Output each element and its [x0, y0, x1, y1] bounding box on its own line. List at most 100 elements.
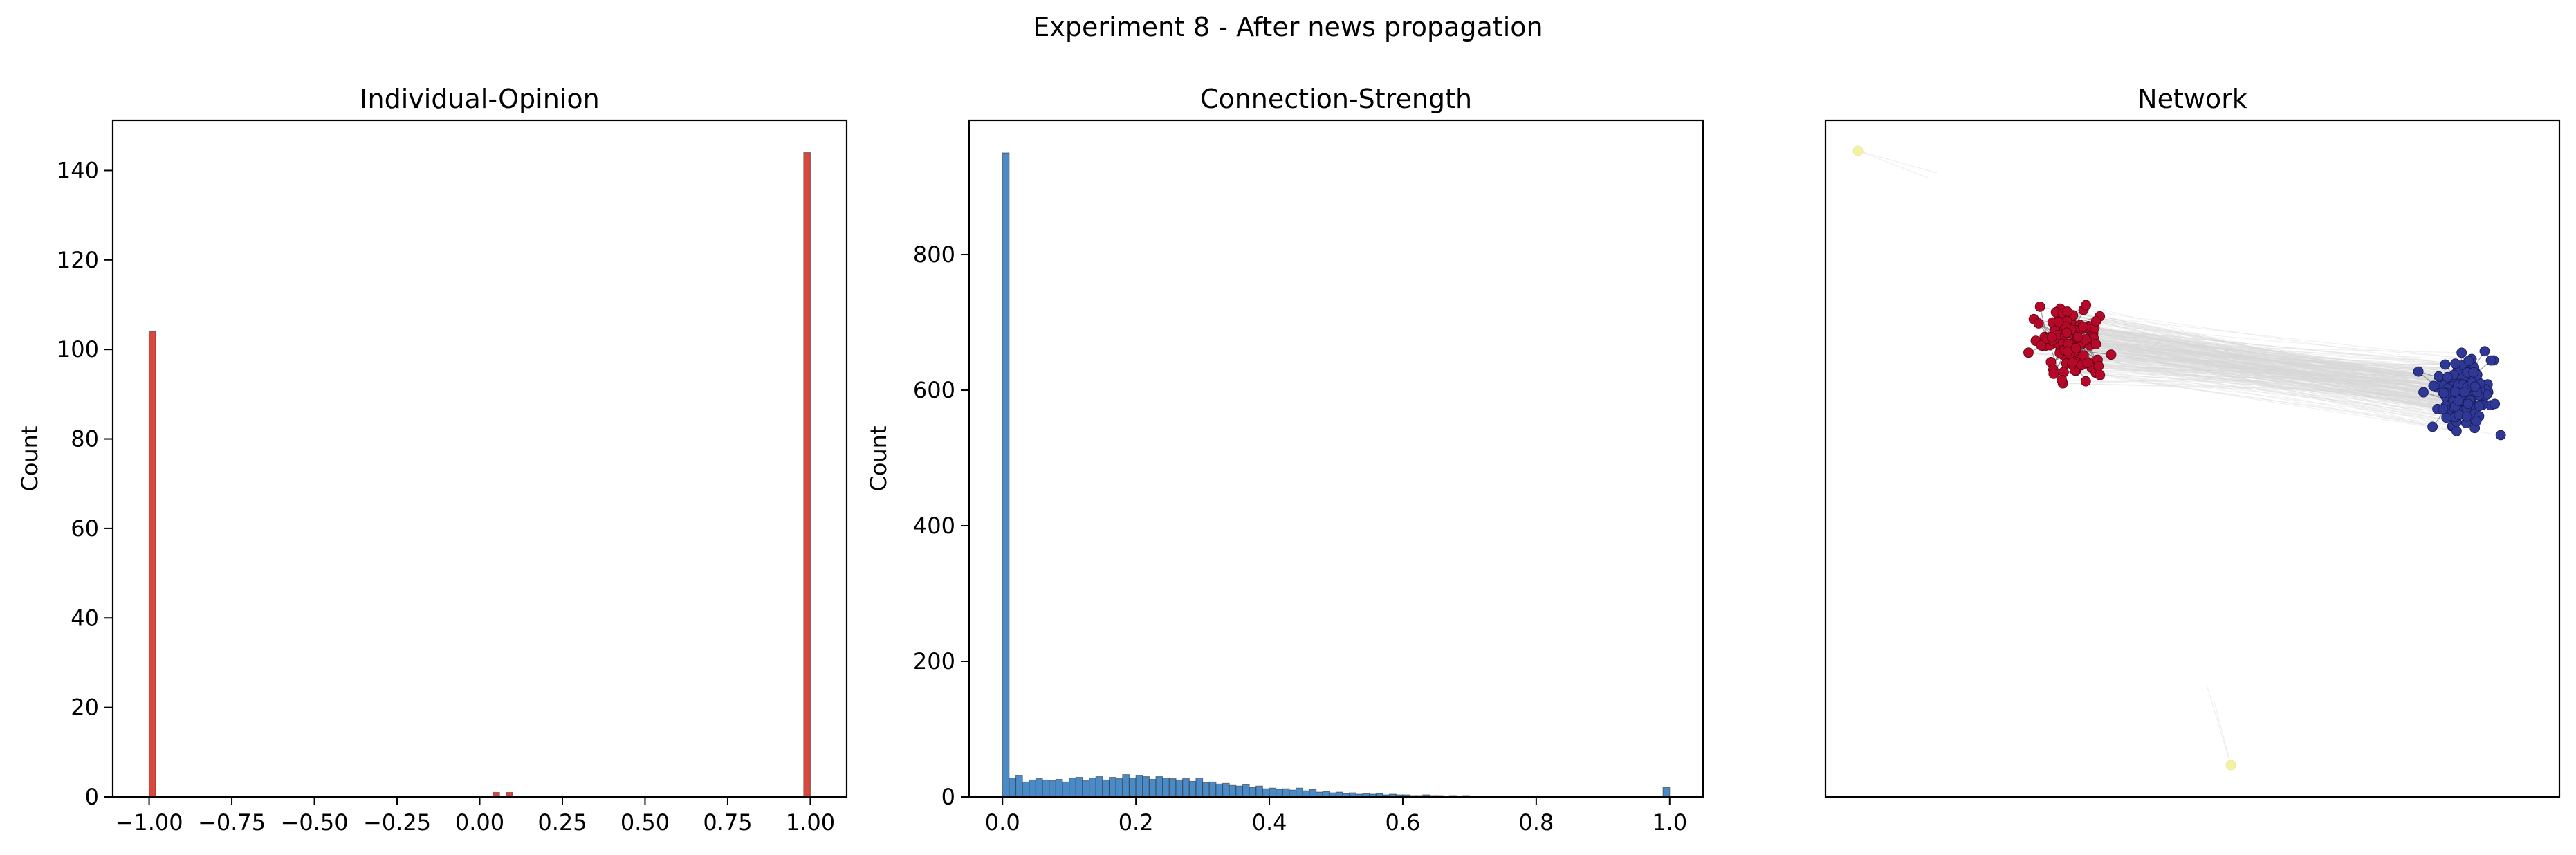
- inter-edge: [2091, 367, 2476, 387]
- inter-edge: [2047, 338, 2457, 389]
- inter-edge: [2075, 347, 2483, 390]
- panel-connection-strength: 0.0 0.2 0.4 0.6 0.8 1.0 0 200 400 600 800 Connectio…: [865, 84, 1704, 836]
- inter-edge: [2034, 318, 2472, 360]
- histogram-bar: [1289, 789, 1297, 798]
- inter-edge: [2097, 359, 2467, 424]
- histogram-bar: [1022, 781, 1030, 798]
- inter-edge: [2097, 359, 2467, 417]
- inter-edge: [2051, 337, 2480, 417]
- inter-edge: [2089, 341, 2458, 381]
- inter-edge: [2074, 351, 2483, 390]
- node-blue: [2413, 366, 2424, 377]
- inter-edge: [2065, 334, 2465, 405]
- inter-edge: [2077, 329, 2477, 393]
- inter-edge: [2053, 369, 2455, 410]
- inter-edge: [2070, 329, 2467, 424]
- inter-edge: [2093, 332, 2488, 385]
- inter-edge: [2090, 338, 2455, 410]
- inter-edge: [2072, 347, 2419, 372]
- inter-edge: [2039, 322, 2454, 382]
- inter-edge: [2044, 336, 2456, 382]
- histogram-bar: [1302, 790, 1310, 798]
- inter-edge: [2072, 362, 2491, 406]
- inter-edge: [2057, 334, 2458, 405]
- inter-edge: [2083, 326, 2447, 394]
- inter-edge: [2089, 342, 2433, 428]
- histogram-bar: [1168, 778, 1177, 798]
- inter-edge: [2080, 324, 2475, 394]
- node-blue: [2485, 355, 2496, 366]
- inter-edge: [2063, 349, 2481, 384]
- x-tick-label: −0.25: [363, 809, 431, 836]
- inter-edge: [2062, 313, 2463, 396]
- node-red: [2090, 315, 2101, 327]
- node-red: [2048, 368, 2059, 379]
- inter-edge: [2088, 325, 2458, 386]
- inter-edge: [2057, 334, 2470, 367]
- inter-edge: [2067, 311, 2456, 390]
- histogram-bar: [1162, 777, 1170, 798]
- y-tick-label: 40: [71, 605, 99, 631]
- inter-edge: [2052, 322, 2458, 386]
- node-red: [2095, 369, 2106, 380]
- inter-edge: [2066, 348, 2455, 410]
- inter-edge: [2077, 329, 2439, 377]
- inter-edge: [2074, 324, 2460, 385]
- inter-edge: [2081, 341, 2465, 393]
- inter-edge: [2062, 313, 2474, 407]
- inter-edge: [2051, 337, 2458, 381]
- inter-edge: [2089, 341, 2447, 394]
- inter-edge: [2034, 318, 2458, 405]
- inter-edge: [2066, 332, 2483, 390]
- inter-edge: [2061, 327, 2478, 376]
- node-red: [2082, 358, 2093, 369]
- inter-edge: [2068, 351, 2465, 405]
- node-red: [2062, 306, 2073, 317]
- node-red: [2090, 338, 2101, 349]
- inter-edge: [2056, 337, 2458, 405]
- inter-edge: [2095, 372, 2459, 401]
- x-tick-label: 0.50: [620, 809, 670, 836]
- histogram-bar: [1062, 781, 1070, 798]
- inter-edge: [2078, 342, 2460, 403]
- histogram-bar: [1276, 789, 1283, 798]
- inter-edge: [2079, 355, 2465, 411]
- inter-edge: [2091, 334, 2464, 402]
- histogram-bar: [1188, 780, 1197, 798]
- histogram-bar: [1215, 783, 1224, 798]
- inter-edge: [2038, 322, 2480, 417]
- inter-edge: [2056, 311, 2459, 403]
- histogram-bar: [1029, 779, 1037, 798]
- inter-edge: [2067, 320, 2483, 390]
- inter-edge: [2034, 318, 2467, 389]
- inter-edge: [2074, 369, 2468, 377]
- inter-edge: [2050, 344, 2456, 393]
- histogram-bar: [148, 331, 156, 798]
- inter-edge: [2110, 354, 2469, 376]
- histogram-bar: [1269, 787, 1277, 798]
- inter-edge: [2089, 344, 2453, 378]
- node-red: [2057, 375, 2068, 385]
- node-red: [2036, 340, 2047, 351]
- inter-edge: [2063, 383, 2443, 393]
- inter-edge: [2081, 341, 2469, 371]
- inter-edge: [2059, 321, 2456, 411]
- inter-edge: [2081, 365, 2491, 406]
- inter-edge: [2098, 365, 2456, 407]
- axes-title: Connection-Strength: [1200, 84, 1472, 114]
- inter-edge: [2088, 325, 2452, 396]
- inter-edge: [2072, 362, 2456, 406]
- inter-edge: [2051, 337, 2424, 393]
- inter-edge: [2063, 342, 2457, 423]
- inter-edge: [2110, 354, 2443, 393]
- inter-edge: [2083, 326, 2468, 377]
- node-blue: [2440, 359, 2451, 370]
- inter-edge: [2086, 380, 2465, 382]
- inter-edge: [2071, 329, 2439, 377]
- inter-edge: [2051, 337, 2474, 415]
- inter-edge: [2066, 353, 2454, 414]
- axes-title: Individual-Opinion: [360, 84, 599, 114]
- histogram-bar: [1255, 785, 1263, 798]
- inter-edge: [2089, 341, 2454, 376]
- inter-edge: [2061, 327, 2469, 405]
